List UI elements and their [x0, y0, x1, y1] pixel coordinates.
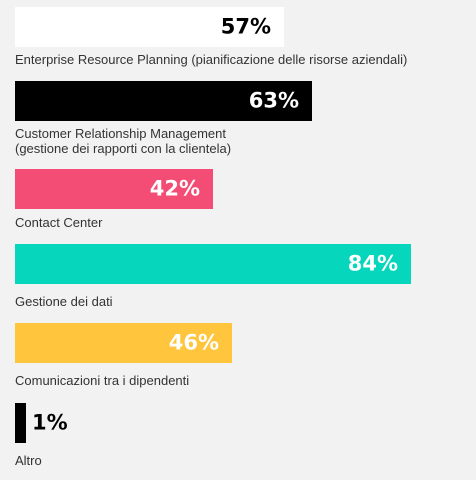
bar: 1% [15, 403, 68, 443]
bar: 57% [15, 7, 284, 47]
bar-value-label: 84% [347, 251, 398, 276]
bar: 63% [15, 81, 312, 121]
category-label: Contact Center [15, 215, 103, 230]
category-label: Comunicazioni tra i dipendenti [15, 373, 190, 388]
bar-value-label: 1% [32, 410, 68, 435]
bar: 42% [15, 169, 213, 209]
bar: 46% [15, 323, 232, 363]
bar-value-label: 42% [149, 176, 200, 201]
category-label: Gestione dei dati [15, 294, 113, 309]
bar-value-label: 63% [248, 88, 299, 113]
bar: 84% [15, 244, 411, 284]
category-label: Customer Relationship Management (gestio… [15, 126, 232, 156]
bar-value-label: 57% [220, 14, 271, 39]
category-label: Enterprise Resource Planning (pianificaz… [15, 52, 408, 67]
category-label: Altro [15, 453, 42, 468]
bar-value-label: 46% [168, 330, 219, 355]
